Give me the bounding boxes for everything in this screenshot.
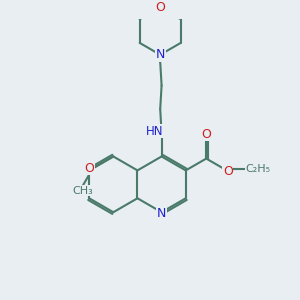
Text: O: O <box>155 1 165 14</box>
Text: CH₃: CH₃ <box>72 186 93 196</box>
Text: C₂H₅: C₂H₅ <box>245 164 270 174</box>
Text: O: O <box>201 128 211 141</box>
Text: O: O <box>223 165 232 178</box>
Text: O: O <box>85 162 94 175</box>
Text: N: N <box>157 207 166 220</box>
Text: N: N <box>155 48 165 61</box>
Text: HN: HN <box>146 125 164 138</box>
